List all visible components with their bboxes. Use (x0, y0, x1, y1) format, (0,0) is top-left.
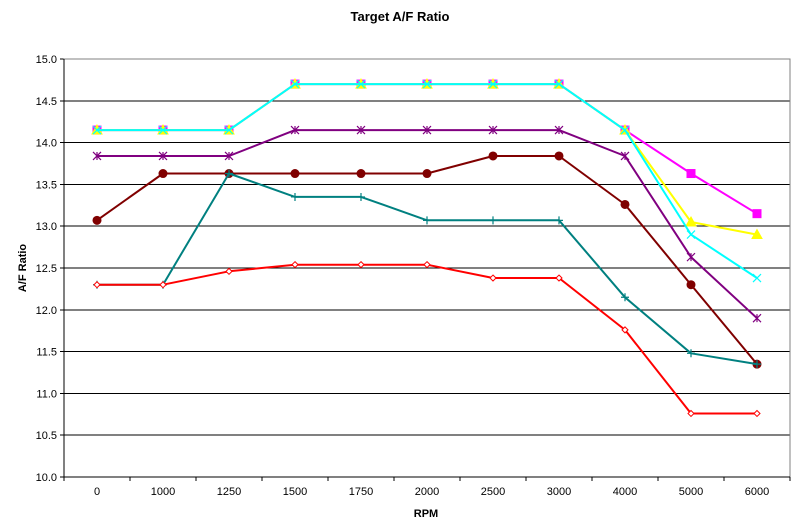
data-point-plus (489, 216, 497, 225)
y-tick-label: 10.5 (36, 430, 57, 442)
data-point-circle (356, 169, 366, 179)
data-point-diamond (357, 260, 365, 269)
data-point-circle (422, 169, 432, 179)
data-point-asterisk (92, 151, 102, 161)
data-point-circle (92, 215, 102, 225)
data-point-square (752, 209, 762, 219)
data-point-circle (686, 280, 696, 290)
data-point-x (686, 230, 696, 239)
data-point-circle (488, 151, 498, 161)
x-tick-label: 3000 (547, 486, 571, 498)
data-point-x (554, 79, 564, 89)
data-point-plus (291, 192, 299, 201)
data-point-x (290, 79, 300, 89)
y-tick-label: 13.0 (36, 221, 57, 233)
data-point-x (92, 125, 102, 135)
data-point-asterisk (620, 151, 630, 161)
series-3 (92, 79, 762, 283)
y-tick-label: 12.0 (36, 305, 57, 317)
data-point-circle (158, 169, 168, 179)
series-7 (93, 260, 761, 418)
data-point-asterisk (554, 125, 564, 135)
data-point-plus (687, 349, 695, 358)
data-point-diamond (753, 409, 761, 418)
chart-title: Target A/F Ratio (351, 9, 450, 24)
data-point-plus (423, 216, 431, 225)
y-tick-label: 15.0 (36, 54, 57, 66)
y-tick-label: 13.5 (36, 179, 57, 191)
data-point-x (422, 79, 432, 89)
data-point-asterisk (224, 151, 234, 161)
data-point-triangle (751, 228, 763, 240)
series-5 (92, 151, 762, 369)
series-4 (92, 125, 762, 323)
y-axis-label: A/F Ratio (17, 244, 29, 293)
data-point-x (620, 125, 630, 135)
data-point-plus (621, 293, 629, 302)
data-point-asterisk (290, 125, 300, 135)
data-point-circle (620, 199, 630, 209)
data-point-square (686, 169, 696, 179)
data-point-diamond (621, 326, 629, 334)
y-tick-label: 10.0 (36, 472, 57, 484)
x-tick-label: 1500 (283, 486, 307, 498)
x-tick-label: 4000 (613, 486, 637, 498)
x-tick-label: 1000 (151, 486, 175, 498)
plot-area: 10.0 10.5 11.0 11.5 12.0 12.5 13.0 13.5 14.0 14.5… (36, 54, 791, 498)
data-point-x (356, 79, 366, 89)
data-point-plus (555, 216, 563, 225)
x-tick-label: 2000 (415, 486, 439, 498)
data-point-x (224, 125, 234, 135)
data-point-x (158, 125, 168, 135)
x-tick-label: 0 (94, 486, 100, 498)
data-point-x (488, 79, 498, 89)
data-point-asterisk (752, 313, 762, 323)
data-point-diamond (93, 281, 101, 289)
data-point-x (752, 273, 762, 283)
data-point-asterisk (356, 125, 366, 135)
data-point-diamond (489, 274, 497, 282)
x-tick-label: 1750 (349, 486, 373, 498)
data-point-asterisk (488, 125, 498, 135)
data-point-plus (753, 360, 761, 369)
data-point-circle (290, 169, 300, 179)
data-point-diamond (225, 267, 233, 276)
y-tick-label: 11.0 (36, 388, 57, 400)
x-tick-label: 2500 (481, 486, 505, 498)
data-point-triangle (685, 215, 697, 227)
x-tick-label: 5000 (679, 486, 703, 498)
data-point-asterisk (158, 151, 168, 161)
y-tick-label: 14.0 (36, 138, 57, 150)
data-point-diamond (687, 409, 695, 418)
y-tick-label: 11.5 (36, 347, 57, 359)
data-point-diamond (555, 274, 563, 282)
data-point-diamond (159, 281, 167, 289)
x-tick-label: 6000 (745, 486, 769, 498)
data-point-diamond (423, 260, 431, 269)
y-tick-label: 14.5 (36, 96, 57, 108)
data-point-asterisk (422, 125, 432, 135)
data-point-diamond (291, 260, 299, 269)
data-point-circle (554, 151, 564, 161)
x-tick-label: 1250 (217, 486, 241, 498)
y-tick-label: 12.5 (36, 263, 57, 275)
data-point-plus (357, 192, 365, 201)
x-axis-label: RPM (414, 508, 438, 520)
data-point-plus (225, 169, 233, 178)
data-point-asterisk (686, 252, 696, 262)
